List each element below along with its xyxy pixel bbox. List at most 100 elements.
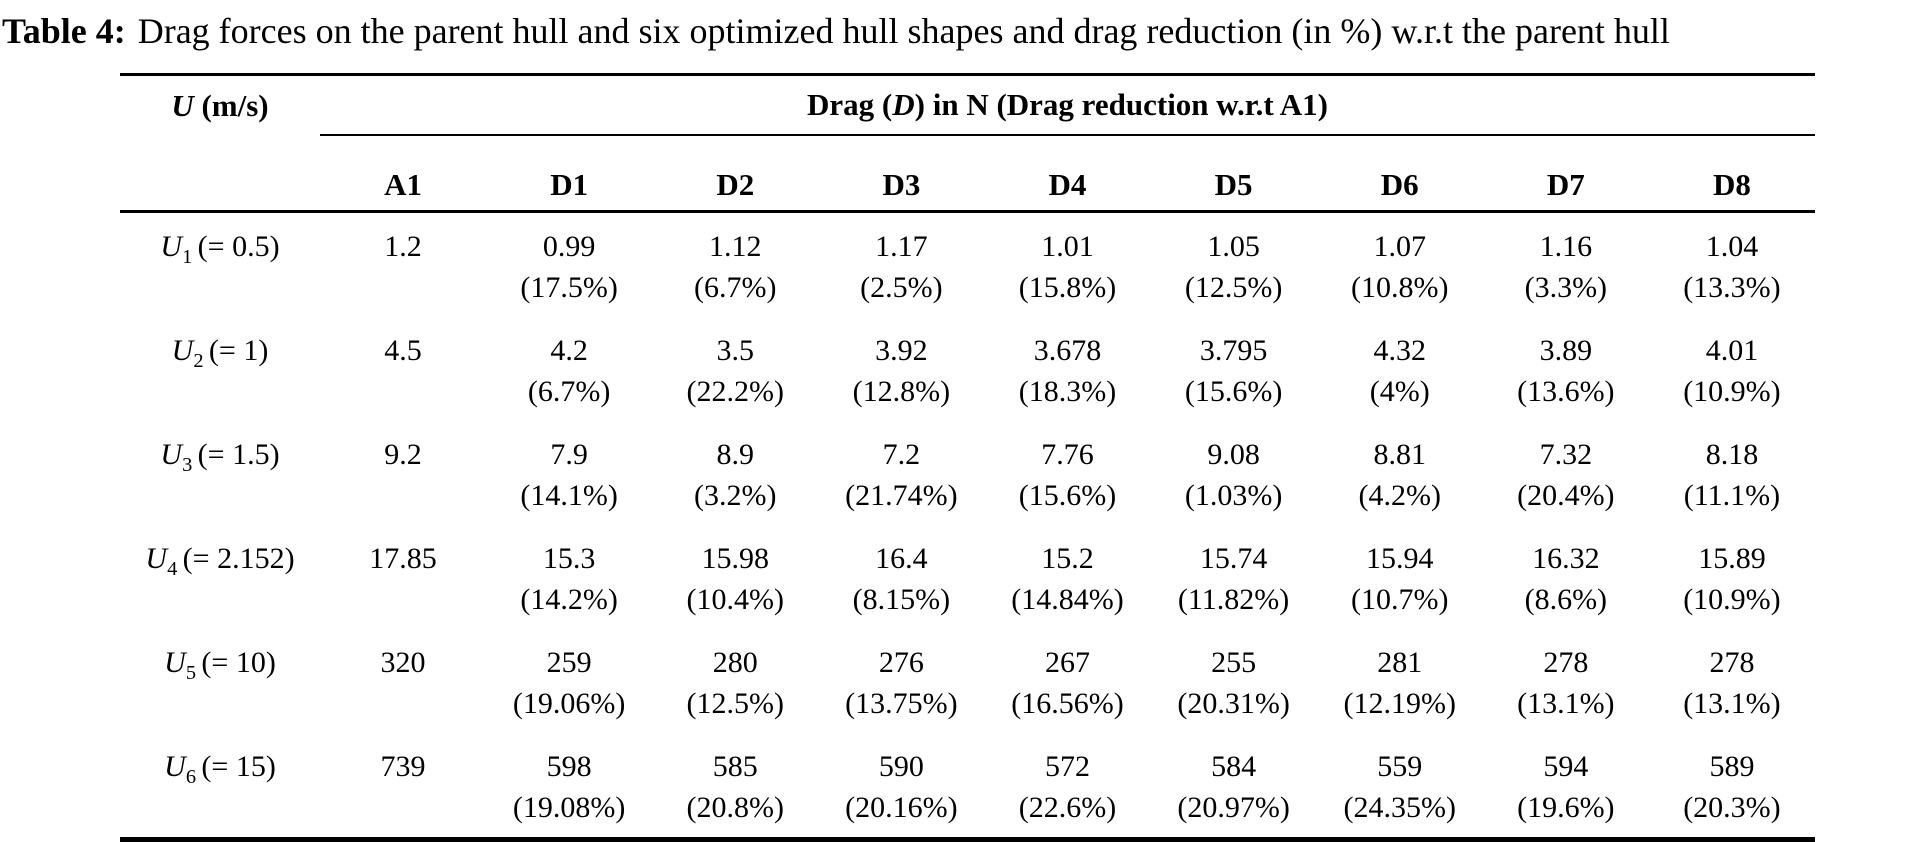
row-label-cell: U2 (= 1) [120,317,320,421]
drag-value: 15.2 [1041,542,1094,575]
drag-cell: 1.04 (13.3%) [1649,212,1815,318]
drag-cell: 9.2 [320,421,486,525]
drag-reduction: (20.16%) [845,791,958,824]
drag-cell: 8.18 (11.1%) [1649,421,1815,525]
drag-reduction: (22.6%) [1018,791,1117,824]
table-row-u3: U3 (= 1.5) 9.2 7.9 (14.1%) 8.9 (3.2%) 7.2 (2… [120,421,1815,525]
drag-cell: 8.9 (3.2%) [652,421,818,525]
drag-cell: 4.32 (4%) [1317,317,1483,421]
drag-value: 7.9 [550,438,588,471]
drag-cell: 572 (22.6%) [984,733,1151,842]
drag-cell: 15.2 (14.84%) [984,525,1150,629]
table-row-u5: U5 (= 10) 320 259 (19.06%) 280 (12.5%) 276 (… [120,629,1815,733]
drag-cell: 1.07 (10.8%) [1317,212,1483,318]
drag-value: 1.07 [1373,230,1426,263]
drag-reduction: (2.5%) [860,271,943,304]
drag-cell: 594 (19.6%) [1482,733,1649,842]
drag-value: 1.16 [1539,230,1593,263]
drag-cell: 15.94 (10.7%) [1317,525,1483,629]
drag-value: 15.74 [1199,542,1268,575]
drag-value: 281 [1377,646,1423,679]
drag-reduction: (21.74%) [845,479,958,512]
table-row-u6: U6 (= 15) 739 598 (19.08%) 585 (20.8%) 590 (… [120,733,1815,842]
u-subscript: 1 [182,246,193,268]
drag-cell: 1.12 (6.7%) [652,212,818,318]
drag-reduction [320,478,486,514]
drag-cell: 4.2 (6.7%) [486,317,652,421]
drag-reduction: (6.7%) [694,271,777,304]
drag-cell: 3.678 (18.3%) [984,317,1150,421]
drag-cell: 1.17 (2.5%) [818,212,984,318]
drag-reduction: (20.97%) [1177,791,1290,824]
header-row-columns: A1 D1 D2 D3 D4 D5 D6 D7 D8 [120,135,1815,213]
drag-value: 1.2 [384,230,422,263]
drag-cell: 15.3 (14.2%) [486,525,652,629]
drag-reduction [320,686,486,722]
drag-reduction: (10.7%) [1350,583,1449,616]
table-row-u1: U1 (= 0.5) 1.2 0.99 (17.5%) 1.12 (6.7%) 1.1… [120,212,1815,318]
drag-value: 8.9 [716,438,755,471]
drag-cell: 259 (19.06%) [486,629,652,733]
drag-cell: 320 [320,629,486,733]
drag-reduction: (14.2%) [520,583,618,616]
col-header-a1: A1 [320,135,487,213]
row-label-cell: U6 (= 15) [120,733,320,842]
drag-cell: 16.32 (8.6%) [1483,525,1649,629]
u-symbol: U [164,750,186,783]
drag-value: 739 [380,750,426,783]
drag-reduction: (17.5%) [520,271,618,304]
drag-value: 278 [1543,646,1589,679]
drag-reduction [320,374,486,410]
drag-reduction: (20.3%) [1683,791,1781,824]
drag-reduction: (12.5%) [686,687,785,720]
col-header-d4: D4 [984,135,1151,213]
u-speed: (= 0.5) [197,230,280,263]
drag-reduction: (14.84%) [1011,583,1124,616]
drag-cell: 585 (20.8%) [652,733,819,842]
drag-cell: 7.2 (21.74%) [818,421,984,525]
drag-reduction: (8.6%) [1524,583,1608,616]
drag-cell: 276 (13.75%) [818,629,984,733]
drag-value: 3.5 [716,334,755,367]
drag-cell: 278 (13.1%) [1649,629,1815,733]
drag-cell: 590 (20.16%) [818,733,985,842]
u-unit: (m/s) [201,87,269,123]
drag-reduction: (10.9%) [1683,375,1781,408]
drag-reduction: (13.3%) [1683,271,1781,304]
drag-reduction: (4.2%) [1358,479,1441,512]
drag-group-header: Drag (D) in N (Drag reduction w.r.t A1) [320,73,1815,136]
drag-reduction [320,270,486,306]
drag-cell: 4.01 (10.9%) [1649,317,1815,421]
drag-cell: 4.5 [320,317,486,421]
drag-value: 259 [546,646,592,679]
drag-value: 3.678 [1033,334,1102,367]
drag-reduction: (10.4%) [686,583,785,616]
drag-value: 9.08 [1207,438,1260,471]
drag-reduction: (11.82%) [1177,583,1290,616]
u-subscript: 4 [167,558,178,580]
row-label-cell: U3 (= 1.5) [120,421,320,525]
drag-value: 8.18 [1705,438,1759,471]
drag-value: 280 [712,646,758,679]
table-row-u4: U4 (= 2.152) 17.85 15.3 (14.2%) 15.98 (10.4… [120,525,1815,629]
drag-value: 4.5 [384,334,422,367]
drag-reduction: (15.6%) [1184,375,1283,408]
u-speed: (= 15) [201,750,276,783]
drag-reduction: (12.5%) [1184,271,1283,304]
drag-value: 594 [1543,750,1589,783]
drag-cell: 559 (24.35%) [1316,733,1483,842]
drag-value: 7.2 [882,438,921,471]
drag-cell: 16.4 (8.15%) [818,525,984,629]
drag-reduction: (1.03%) [1184,479,1283,512]
drag-value: 3.92 [875,334,928,367]
drag-value: 598 [546,750,592,783]
table-row-u2: U2 (= 1) 4.5 4.2 (6.7%) 3.5 (22.2%) 3.92 (12… [120,317,1815,421]
drag-reduction: (22.2%) [686,375,785,408]
drag-reduction: (10.8%) [1350,271,1449,304]
drag-cell: 7.9 (14.1%) [486,421,652,525]
drag-reduction: (16.56%) [1011,687,1124,720]
drag-cell: 267 (16.56%) [984,629,1150,733]
drag-value: 276 [878,646,924,679]
drag-value: 0.99 [542,230,596,263]
drag-reduction: (13.6%) [1517,375,1615,408]
